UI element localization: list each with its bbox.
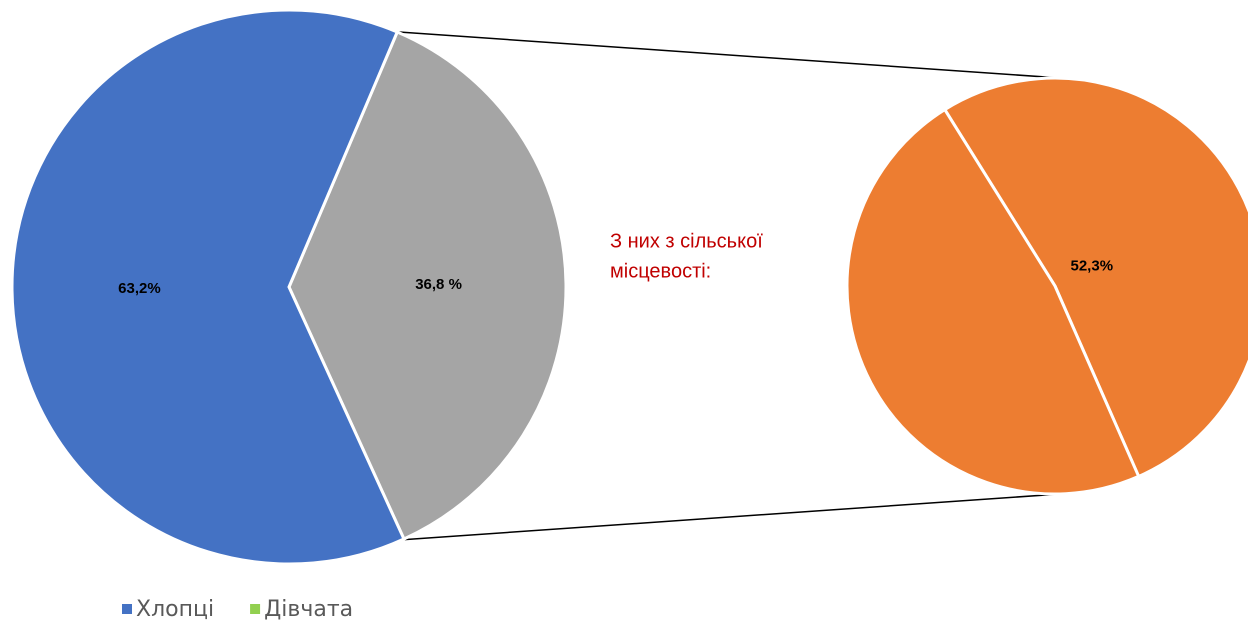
pie-slice — [845, 107, 1141, 496]
data-label: 36,8 % — [415, 276, 462, 293]
data-label: 63,2% — [118, 280, 161, 297]
legend-label: Дівчата — [264, 597, 353, 622]
data-label: 52,3% — [1071, 258, 1114, 275]
legend-swatch — [250, 604, 261, 614]
legend-swatch — [122, 604, 132, 614]
annotation: З них з сільської — [610, 230, 763, 252]
annotation: місцевості: — [610, 260, 711, 282]
legend-label: Хлопці — [136, 597, 214, 622]
pie-slice — [287, 30, 568, 542]
pie-slice — [10, 8, 406, 566]
connector — [398, 493, 1061, 541]
pie-slice — [942, 76, 1248, 479]
connector — [398, 31, 1061, 79]
